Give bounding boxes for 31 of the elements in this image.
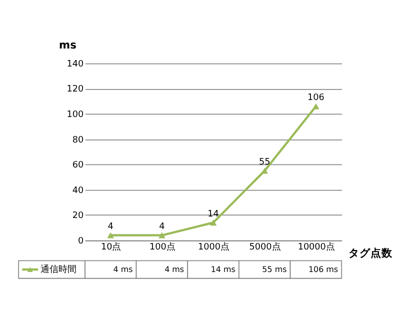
y-tick-label: 0 bbox=[78, 236, 84, 246]
x-tick-label: 1000点 bbox=[198, 242, 230, 253]
data-label: 14 bbox=[208, 209, 220, 220]
x-tick-label: 10000点 bbox=[298, 242, 335, 253]
point bbox=[107, 232, 114, 238]
point bbox=[210, 220, 217, 226]
x-tick-label: 5000点 bbox=[249, 242, 281, 253]
text: 14 ms bbox=[210, 265, 236, 274]
y-tick-label: 140 bbox=[66, 59, 84, 70]
y-tick-label: 60 bbox=[72, 160, 84, 171]
x-tick-label: 100点 bbox=[149, 242, 176, 253]
x-axis-title: タグ点数 bbox=[348, 246, 394, 260]
text: 106 ms bbox=[308, 265, 338, 274]
y-axis-title: ms bbox=[59, 38, 76, 52]
y-tick-label: 80 bbox=[72, 135, 84, 146]
point bbox=[158, 232, 166, 238]
data-label: 106 bbox=[308, 93, 325, 104]
data-label: 55 bbox=[258, 158, 270, 168]
text: 4 ms bbox=[113, 265, 133, 274]
y-tick-label: 40 bbox=[72, 186, 84, 196]
legend-label: 通信時間 bbox=[40, 264, 77, 276]
y-tick-label: 120 bbox=[66, 84, 84, 95]
data-label: 4 bbox=[108, 222, 114, 232]
data-label: 4 bbox=[159, 222, 166, 232]
point bbox=[312, 103, 320, 110]
text: 4 ms bbox=[164, 265, 184, 274]
y-tick-label: 20 bbox=[72, 211, 84, 222]
point bbox=[261, 168, 268, 174]
y-tick-label: 100 bbox=[66, 110, 84, 120]
x-tick-label: 10点 bbox=[100, 242, 122, 253]
text: 55 ms bbox=[262, 265, 287, 274]
